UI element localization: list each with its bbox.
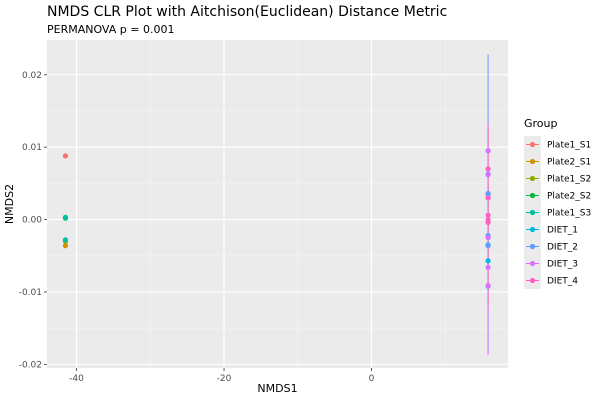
legend-label: DIET_1: [547, 226, 578, 236]
legend-item: DIET_1: [524, 221, 578, 238]
chart-title: NMDS CLR Plot with Aitchison(Euclidean) …: [47, 4, 447, 20]
point-diet_3: [485, 235, 491, 241]
y-tick-label: 0.00: [22, 216, 42, 226]
data-points: [62, 148, 491, 289]
legend-title: Group: [524, 117, 558, 130]
y-tick-label: 0.02: [22, 71, 42, 81]
point-diet_4: [485, 219, 491, 226]
x-tick-label: 0: [369, 374, 375, 384]
point-diet_3: [485, 264, 491, 270]
plot-panel: [47, 40, 508, 368]
legend-item: DIET_3: [524, 255, 578, 272]
legend-key-point: [529, 192, 536, 199]
point-plate1_s3: [62, 237, 69, 243]
legend-label: Plate1_S2: [547, 175, 591, 185]
legend-key-point: [529, 260, 536, 267]
point-diet_3: [485, 148, 491, 154]
legend-item: DIET_2: [524, 238, 578, 255]
x-tick-label: -20: [217, 374, 232, 384]
legend-label: DIET_3: [547, 260, 578, 270]
legend-key-point: [529, 175, 536, 182]
legend-key-point: [529, 158, 536, 165]
legend-key-point: [529, 209, 536, 216]
y-tick-label: -0.01: [19, 288, 42, 298]
point-diet_2: [485, 190, 491, 197]
legend-key-point: [529, 277, 536, 284]
point-diet_2: [485, 243, 491, 249]
legend-item: Plate2_S1: [524, 153, 591, 170]
x-axis-title: NMDS1: [257, 382, 297, 395]
y-tick-label: 0.01: [22, 143, 42, 153]
x-axis-ticks: -40 -20 0: [69, 368, 375, 384]
legend-key-point: [529, 226, 536, 233]
point-diet_4: [485, 212, 491, 218]
legend-label: DIET_2: [547, 243, 578, 253]
legend-label: Plate1_S3: [547, 209, 591, 219]
x-tick-label: -40: [69, 374, 84, 384]
legend-label: DIET_4: [547, 277, 578, 287]
legend-item: Plate1_S1: [524, 136, 591, 153]
y-axis-ticks: -0.02 -0.01 0.00 0.01 0.02: [19, 71, 47, 370]
chart-subtitle: PERMANOVA p = 0.001: [47, 23, 174, 36]
legend-item: Plate2_S2: [524, 187, 591, 204]
legend-key-point: [529, 141, 536, 148]
point-diet_3: [485, 282, 491, 289]
point-plate2_s1: [62, 243, 69, 249]
y-tick-label: -0.02: [19, 360, 42, 370]
legend: Group Plate1_S1 Plate2_S1 Plate1_S2 Plate2_…: [524, 117, 591, 289]
point-plate1_s3: [62, 214, 69, 220]
point-diet_3: [485, 172, 491, 178]
legend-label: Plate2_S1: [547, 158, 591, 168]
legend-label: Plate1_S1: [547, 141, 591, 151]
point-diet_1: [485, 258, 491, 264]
legend-key-point: [529, 243, 536, 250]
y-axis-title: NMDS2: [3, 184, 16, 224]
legend-item: Plate1_S3: [524, 204, 591, 221]
point-diet_4: [485, 195, 491, 201]
minor-gridlines: [47, 40, 508, 368]
legend-label: Plate2_S2: [547, 192, 591, 202]
point-diet_4: [485, 166, 491, 172]
legend-item: DIET_4: [524, 272, 578, 289]
major-gridlines: [47, 40, 508, 368]
legend-item: Plate1_S2: [524, 170, 591, 187]
point-plate1_s1: [62, 153, 69, 159]
